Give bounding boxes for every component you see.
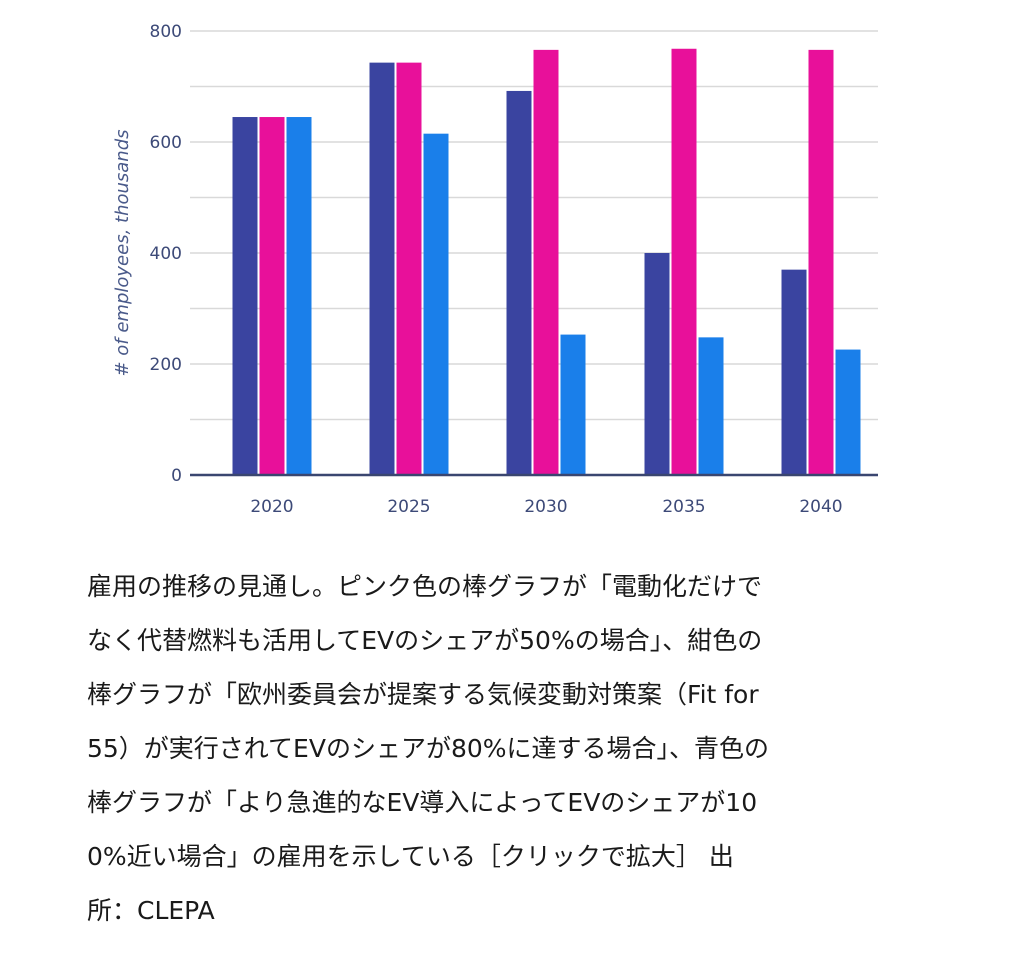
x-tick-label: 2035 — [662, 497, 705, 517]
caption-line: 棒グラフが「欧州委員会が提案する気候変動対策案（Fit for — [87, 680, 759, 709]
bar-navy-2040 — [781, 269, 807, 475]
bar-pink-2040 — [808, 49, 834, 476]
x-tick-label: 2025 — [387, 497, 430, 517]
caption-line: 0%近い場合」の雇用を示している［クリックで拡大］ 出 — [87, 842, 734, 871]
chart-caption: 雇用の推移の見通し。ピンク色の棒グラフが「電動化だけで なく代替燃料も活用してE… — [87, 560, 932, 938]
bar-navy-2020 — [232, 117, 258, 476]
bar-blue-2025 — [423, 133, 449, 476]
bar-navy-2025 — [369, 62, 395, 475]
bar-blue-2040 — [835, 349, 861, 475]
caption-line: 雇用の推移の見通し。ピンク色の棒グラフが「電動化だけで — [87, 572, 763, 601]
y-axis-title: # of employees, thousands — [112, 129, 133, 376]
y-tick-label: 200 — [150, 355, 182, 375]
x-tick-label: 2020 — [250, 497, 293, 517]
bar-blue-2020 — [286, 117, 312, 476]
bar-pink-2035 — [671, 48, 697, 475]
bar-chart: 0 200 400 600 800 # of employees, thousands 20… — [112, 22, 878, 517]
bar-pink-2030 — [533, 49, 559, 476]
caption-line: なく代替燃料も活用してEVのシェアが50%の場合」、紺色の — [87, 626, 763, 655]
x-tick-label: 2040 — [799, 497, 842, 517]
caption-line: 所：CLEPA — [87, 896, 215, 925]
bar-navy-2035 — [644, 253, 670, 475]
y-tick-label: 400 — [150, 244, 182, 264]
caption-line: 棒グラフが「より急進的なEV導入によってEVのシェアが10 — [87, 788, 758, 817]
caption-line: 55）が実行されてEVのシェアが80%に達する場合」、青色の — [87, 734, 770, 763]
y-tick-label: 800 — [150, 22, 182, 42]
bar-navy-2030 — [506, 90, 532, 475]
chart-container: 0 200 400 600 800 # of employees, thousands 20… — [112, 22, 878, 517]
bar-blue-2030 — [560, 334, 586, 475]
bar-pink-2020 — [259, 117, 285, 476]
bar-pink-2025 — [396, 62, 422, 475]
x-tick-label: 2030 — [524, 497, 567, 517]
bar-blue-2035 — [698, 337, 724, 475]
y-tick-label: 600 — [150, 133, 182, 153]
y-tick-label: 0 — [171, 466, 182, 486]
